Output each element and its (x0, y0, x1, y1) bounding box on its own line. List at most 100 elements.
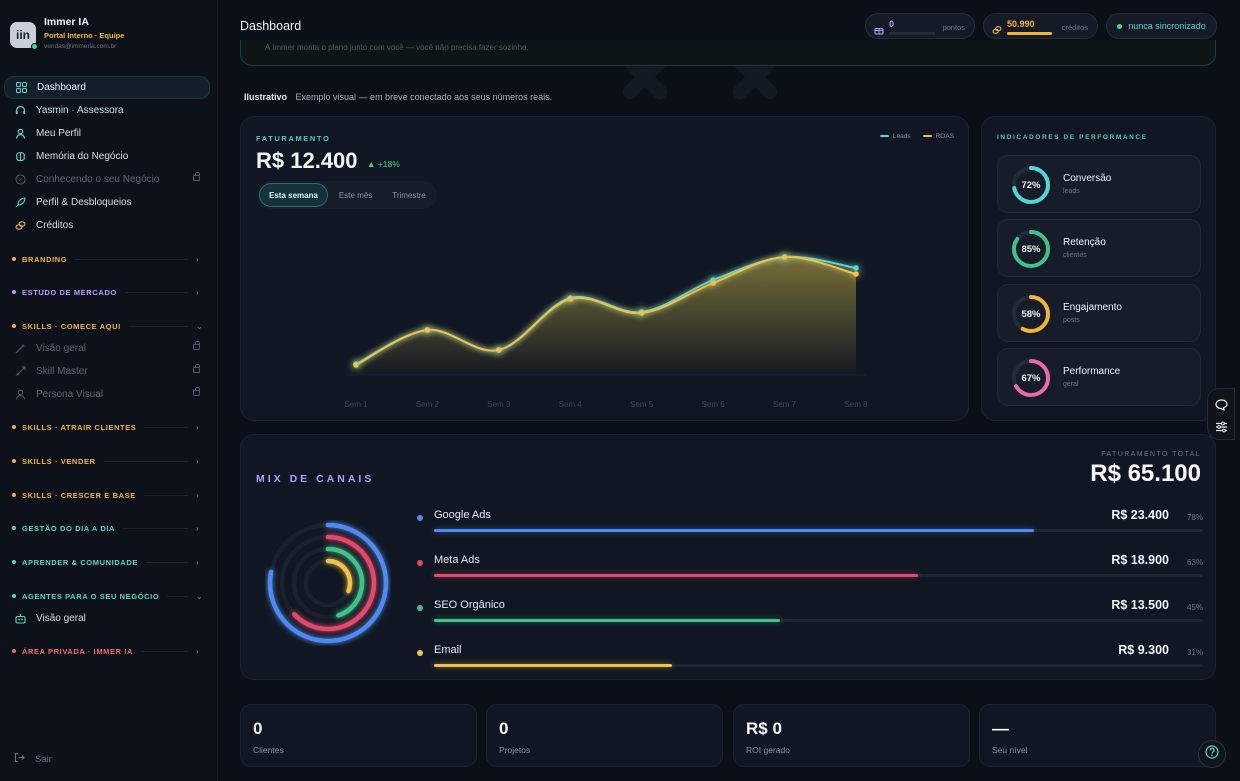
perf-item-conversion[interactable]: 72% Conversão leads (997, 155, 1201, 213)
nav-item-business-memory[interactable]: Memória do Negócio (4, 145, 210, 168)
nav-item-label: Skill Master (36, 366, 88, 377)
nav-item-label: Conhecendo o seu Negócio (36, 174, 160, 185)
section-daily-management[interactable]: GESTÃO DO DIA A DIA › (4, 521, 204, 535)
nav-item-unlocks[interactable]: Perfil & Desbloqueios (4, 191, 210, 214)
sync-status-dot (1117, 23, 1123, 29)
main-nav: Dashboard Yasmin · Assessora Meu Perfil … (4, 76, 210, 237)
nav-item-skill-master[interactable]: Skill Master (4, 360, 210, 383)
sidebar: iin Immer IA Portal Interno · Equipe ven… (0, 0, 218, 781)
mix-total-label: FATURAMENTO TOTAL (1101, 451, 1201, 458)
stat-card-clients: 0 Clientes (240, 704, 477, 767)
gift-icon (874, 22, 884, 40)
section-learn-community[interactable]: APRENDER & COMUNIDADE › (4, 555, 204, 569)
nav-item-yasmin[interactable]: Yasmin · Assessora (4, 99, 210, 122)
sliders-icon[interactable] (1215, 420, 1228, 438)
tab-this-week[interactable]: Esta semana (259, 183, 328, 207)
perf-item-retention[interactable]: 85% Retenção clientes (997, 219, 1201, 277)
help-icon (1205, 744, 1219, 764)
channel-row-seo[interactable]: SEO Orgânico R$ 13.500 45% (417, 595, 1203, 635)
credits-label: créditos (1061, 23, 1088, 32)
perf-percent: 67% (1021, 372, 1041, 384)
nav-item-skills-overview[interactable]: Visão geral (4, 337, 210, 360)
tab-quarter[interactable]: Trimestre (392, 190, 426, 200)
brand-block: iin Immer IA Portal Interno · Equipe ven… (10, 16, 124, 50)
mix-ring-1 (279, 534, 377, 632)
chat-icon[interactable] (1215, 398, 1228, 416)
perf-sub: clientes (1063, 252, 1087, 259)
section-dot (12, 290, 16, 294)
credits-pill[interactable]: 50.990 créditos (983, 13, 1098, 39)
section-dot (12, 324, 16, 328)
section-market-study[interactable]: ESTUDO DE MERCADO › (4, 285, 204, 299)
perf-percent: 58% (1021, 308, 1041, 320)
credits-value: 50.990 (1007, 19, 1035, 29)
stat-value: 0 (253, 719, 263, 738)
channel-value: R$ 18.900 (1111, 553, 1169, 567)
stat-label: Projetos (499, 745, 531, 755)
channel-bar-track (434, 529, 1203, 532)
mix-ring-2 (291, 546, 365, 620)
robot-icon (14, 613, 26, 625)
legend-item-leads: Leads (879, 133, 911, 140)
channel-row-google-ads[interactable]: Google Ads R$ 23.400 78% (417, 505, 1203, 545)
data-point (853, 265, 859, 271)
nav-item-profile[interactable]: Meu Perfil (4, 122, 210, 145)
section-skills-sell[interactable]: SKILLS · VENDER › (4, 454, 204, 468)
channel-row-email[interactable]: Email R$ 9.300 31% (417, 640, 1203, 680)
section-label: SKILLS · VENDER (22, 456, 96, 466)
stat-label: ROI gerado (746, 745, 790, 755)
channel-percent: 78% (1186, 513, 1203, 522)
points-pill[interactable]: 0 pontos (865, 13, 975, 39)
x-tick-label: Sem 1 (344, 400, 368, 409)
nav-item-agents-overview[interactable]: Visão geral (4, 607, 210, 630)
channel-percent: 45% (1186, 603, 1203, 612)
mix-ring-3 (303, 558, 353, 608)
perf-percent: 72% (1021, 179, 1041, 191)
perf-sub: geral (1063, 381, 1079, 388)
section-skills-attract[interactable]: SKILLS · ATRAIR CLIENTES › (4, 420, 204, 434)
section-skills-grow[interactable]: SKILLS · CRESCER E BASE › (4, 488, 204, 502)
perf-percent: 85% (1021, 243, 1041, 255)
channel-bar-fill (434, 664, 673, 667)
area-fill (356, 256, 856, 375)
data-point (496, 347, 502, 353)
legend-label: ROAS (935, 133, 954, 140)
perf-item-performance[interactable]: 67% Performance geral (997, 348, 1201, 406)
mix-ring-0 (267, 522, 389, 644)
nav-item-credits[interactable]: Créditos (4, 214, 210, 237)
channel-dot (417, 605, 423, 611)
nav-item-visual-persona[interactable]: Persona Visual (4, 383, 210, 406)
section-dot (12, 425, 16, 429)
grid-icon (15, 82, 27, 94)
section-dot (12, 594, 16, 598)
section-agents[interactable]: AGENTES PARA O SEU NEGÓCIO ⌄ (4, 589, 204, 603)
rocket-icon (14, 197, 26, 209)
section-label: APRENDER & COMUNIDADE (22, 557, 138, 567)
section-private-area[interactable]: ÁREA PRIVADA · IMMER IA › (4, 644, 204, 658)
progress-ring (1012, 166, 1050, 204)
help-button[interactable] (1198, 740, 1226, 768)
sync-status-pill[interactable]: nunca sincronizado (1106, 13, 1217, 39)
brand-logo[interactable]: iin (10, 22, 38, 50)
brand-name: Immer IA (44, 16, 89, 28)
section-skills-start[interactable]: SKILLS · COMECE AQUI ⌄ (4, 319, 204, 333)
channel-row-meta-ads[interactable]: Meta Ads R$ 18.900 63% (417, 550, 1203, 590)
illustrative-tag: Ilustrativo (244, 92, 288, 102)
channel-name: Meta Ads (434, 554, 480, 566)
nav-item-know-business[interactable]: Conhecendo o seu Negócio (4, 168, 210, 191)
chevron-right-icon: › (196, 422, 200, 432)
nav-item-label: Créditos (36, 220, 74, 231)
data-point (853, 271, 859, 277)
logout-button[interactable]: Sair (14, 752, 52, 766)
revenue-kicker: FATURAMENTO (256, 134, 331, 143)
progress-ring (1012, 359, 1050, 397)
perf-item-engagement[interactable]: 58% Engajamento posts (997, 284, 1201, 342)
legend-item-roas: ROAS (922, 133, 954, 140)
section-branding[interactable]: BRANDING › (4, 252, 204, 266)
lock-icon (193, 341, 200, 350)
perf-name: Retenção (1063, 237, 1106, 248)
tab-this-month[interactable]: Este mês (338, 190, 373, 200)
channel-percent: 31% (1186, 648, 1203, 657)
nav-item-dashboard[interactable]: Dashboard (4, 76, 210, 99)
section-divider (144, 426, 188, 428)
